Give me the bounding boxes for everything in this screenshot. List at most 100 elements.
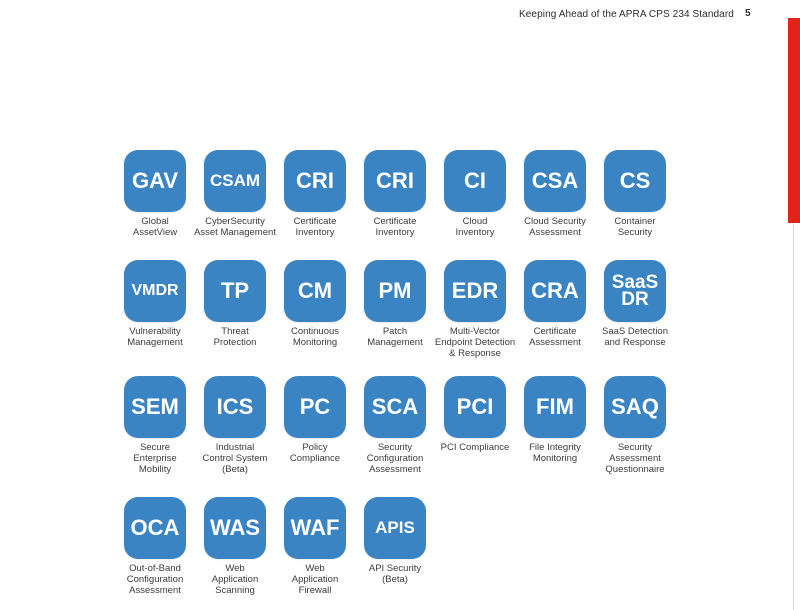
app-tile: CSAM CyberSecurity Asset Management xyxy=(185,150,285,238)
app-tile: APIS API Security (Beta) xyxy=(345,497,445,585)
app-badge-icon: CSAM xyxy=(204,150,266,212)
app-caption: Vulnerability Management xyxy=(127,326,183,348)
app-tile: CM Continuous Monitoring xyxy=(265,260,365,348)
app-tile: CRA Certificate Assessment xyxy=(505,260,605,348)
app-tile: PM Patch Management xyxy=(345,260,445,348)
app-badge-icon: TP xyxy=(204,260,266,322)
app-badge-icon: CRI xyxy=(364,150,426,212)
app-tile: CSA Cloud Security Assessment xyxy=(505,150,605,238)
app-tile: ICS Industrial Control System (Beta) xyxy=(185,376,285,475)
app-badge-icon: ICS xyxy=(204,376,266,438)
app-badge-icon: APIS xyxy=(364,497,426,559)
app-caption: Certificate Inventory xyxy=(293,216,337,238)
app-badge-icon: CI xyxy=(444,150,506,212)
app-abbreviation: PM xyxy=(378,278,412,304)
app-caption: Multi-Vector Endpoint Detection & Respon… xyxy=(434,326,516,359)
app-badge-icon: SaaS DR xyxy=(604,260,666,322)
app-badge-icon: CRI xyxy=(284,150,346,212)
app-caption: Container Security xyxy=(614,216,656,238)
app-caption: Cloud Security Assessment xyxy=(524,216,586,238)
app-caption: Industrial Control System (Beta) xyxy=(202,442,268,475)
app-tile: SaaS DR SaaS Detection and Response xyxy=(585,260,685,348)
app-abbreviation: PCI xyxy=(456,394,494,420)
app-caption: Certificate Inventory xyxy=(373,216,417,238)
app-tile: CI Cloud Inventory xyxy=(425,150,525,238)
app-caption: Certificate Assessment xyxy=(529,326,581,348)
app-badge-icon: PC xyxy=(284,376,346,438)
app-badge-icon: SEM xyxy=(124,376,186,438)
app-abbreviation: SCA xyxy=(371,394,419,420)
app-caption: Security Assessment Questionnaire xyxy=(605,442,665,475)
app-badge-icon: SCA xyxy=(364,376,426,438)
app-badge-icon: WAF xyxy=(284,497,346,559)
page-number: 5 xyxy=(745,8,751,19)
app-tile: WAS Web Application Scanning xyxy=(185,497,285,596)
app-tile: SCA Security Configuration Assessment xyxy=(345,376,445,475)
app-badge-icon: CSA xyxy=(524,150,586,212)
app-abbreviation: CRI xyxy=(376,168,414,194)
app-abbreviation: CSAM xyxy=(209,171,261,191)
app-caption: CyberSecurity Asset Management xyxy=(194,216,276,238)
app-badge-icon: PM xyxy=(364,260,426,322)
app-caption: Patch Management xyxy=(367,326,423,348)
app-abbreviation: EDR xyxy=(451,278,499,304)
app-abbreviation: GAV xyxy=(131,168,179,194)
app-abbreviation: CRA xyxy=(531,278,579,304)
app-tile: VMDR Vulnerability Management xyxy=(105,260,205,348)
app-badge-icon: SAQ xyxy=(604,376,666,438)
app-caption: API Security (Beta) xyxy=(368,563,422,585)
app-badge-icon: CM xyxy=(284,260,346,322)
app-badge-icon: CRA xyxy=(524,260,586,322)
app-tile: PC Policy Compliance xyxy=(265,376,365,464)
app-abbreviation: CM xyxy=(297,278,333,304)
app-badge-icon: WAS xyxy=(204,497,266,559)
app-badge-icon: OCA xyxy=(124,497,186,559)
app-caption: File Integrity Monitoring xyxy=(529,442,581,464)
app-badge-icon: VMDR xyxy=(124,260,186,322)
app-tile: SAQ Security Assessment Questionnaire xyxy=(585,376,685,475)
app-tile: CRI Certificate Inventory xyxy=(265,150,365,238)
app-tile: EDR Multi-Vector Endpoint Detection & Res… xyxy=(425,260,525,359)
app-caption: Threat Protection xyxy=(213,326,257,348)
app-caption: Security Configuration Assessment xyxy=(366,442,424,475)
app-caption: Continuous Monitoring xyxy=(290,326,340,348)
app-abbreviation: CS xyxy=(619,168,651,194)
app-tile: FIM File Integrity Monitoring xyxy=(505,376,605,464)
app-abbreviation: FIM xyxy=(536,394,574,420)
app-caption: Secure Enterprise Mobility xyxy=(133,442,177,475)
app-tile: OCA Out-of-Band Configuration Assessment xyxy=(105,497,205,596)
app-tile: PCI PCI Compliance xyxy=(425,376,525,453)
app-tile: CRI Certificate Inventory xyxy=(345,150,445,238)
app-tile: WAF Web Application Firewall xyxy=(265,497,365,596)
app-abbreviation: OCA xyxy=(130,515,180,541)
app-caption: Web Application Scanning xyxy=(211,563,259,596)
app-abbreviation: VMDR xyxy=(131,281,179,299)
app-badge-icon: CS xyxy=(604,150,666,212)
app-caption: Out-of-Band Configuration Assessment xyxy=(126,563,184,596)
app-caption: PCI Compliance xyxy=(440,442,510,453)
app-tile: TP Threat Protection xyxy=(185,260,285,348)
app-badge-icon: FIM xyxy=(524,376,586,438)
app-abbreviation: WAS xyxy=(209,515,261,541)
app-caption: Cloud Inventory xyxy=(455,216,495,238)
page-header-title: Keeping Ahead of the APRA CPS 234 Standa… xyxy=(519,9,734,20)
app-badge-icon: GAV xyxy=(124,150,186,212)
app-caption: Web Application Firewall xyxy=(291,563,339,596)
page-edge-line xyxy=(793,223,794,610)
app-tile: CS Container Security xyxy=(585,150,685,238)
app-caption: Policy Compliance xyxy=(289,442,341,464)
app-abbreviation: CI xyxy=(464,168,486,194)
app-abbreviation: APIS xyxy=(375,518,415,538)
app-abbreviation: CSA xyxy=(531,168,579,194)
app-abbreviation: WAF xyxy=(290,515,340,541)
app-badge-icon: EDR xyxy=(444,260,506,322)
app-abbreviation: SAQ xyxy=(611,394,659,420)
app-abbreviation: SEM xyxy=(131,394,179,420)
accent-bar xyxy=(788,18,800,223)
app-abbreviation: ICS xyxy=(216,394,254,420)
app-badge-icon: PCI xyxy=(444,376,506,438)
app-abbreviation: PC xyxy=(299,394,331,420)
app-caption: SaaS Detection and Response xyxy=(601,326,668,348)
app-caption: Global AssetView xyxy=(132,216,178,238)
app-abbreviation: TP xyxy=(220,278,250,304)
